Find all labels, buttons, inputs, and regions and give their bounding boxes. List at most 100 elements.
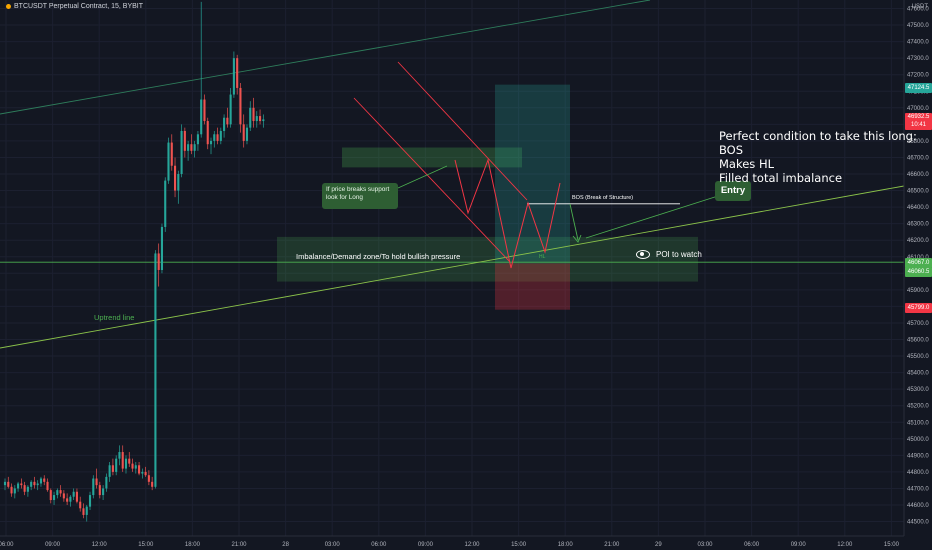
- loss-zone: [495, 263, 570, 310]
- candle-body: [131, 463, 134, 469]
- candle-body: [160, 226, 164, 270]
- x-tick-label: 09:00: [418, 542, 434, 548]
- x-tick-label: 06:00: [371, 542, 387, 548]
- uptrend-line: [0, 185, 905, 349]
- y-tick-label: 45700.0: [907, 321, 929, 327]
- candle-body: [43, 478, 46, 482]
- candle-body: [111, 465, 114, 472]
- candle-body: [252, 107, 255, 122]
- candle-body: [85, 506, 88, 515]
- x-tick-label: 09:00: [45, 542, 61, 548]
- x-tick-label: 15:00: [138, 542, 154, 548]
- x-tick-label: 12:00: [92, 542, 108, 548]
- price-badge-zone-top: 46067.0: [905, 258, 932, 268]
- resistance-line: [397, 61, 528, 201]
- y-tick-label: 46300.0: [907, 222, 929, 228]
- chart-header: BTCUSDT Perpetual Contract, 15, BYBIT: [6, 3, 143, 10]
- y-tick-label: 45000.0: [907, 437, 929, 443]
- y-tick-label: 44900.0: [907, 453, 929, 459]
- candle-body: [49, 490, 52, 501]
- candle-body: [102, 488, 105, 496]
- candle-body: [30, 481, 33, 487]
- candle-body: [79, 501, 82, 509]
- candle-body: [157, 253, 160, 270]
- y-tick-label: 46700.0: [907, 155, 929, 161]
- candle-body: [154, 253, 157, 487]
- bybit-dot-icon: [6, 3, 11, 9]
- x-tick-label: 09:00: [791, 542, 807, 548]
- y-tick-label: 47000.0: [907, 106, 929, 112]
- candle-body: [7, 481, 10, 487]
- x-tick-label: 18:00: [185, 542, 201, 548]
- entry-arrow-head: [572, 234, 582, 243]
- candle-body: [259, 116, 262, 122]
- candle-body: [20, 483, 23, 486]
- candle-body: [249, 107, 252, 128]
- countdown: 10:41: [910, 122, 926, 128]
- candle-body: [134, 465, 137, 469]
- candle-body: [209, 140, 213, 145]
- candle-body: [72, 491, 75, 497]
- candle-body: [82, 508, 85, 515]
- candle-body: [226, 117, 229, 125]
- hl-label: HL: [539, 254, 546, 260]
- uptrend-label: Uptrend line: [94, 313, 135, 322]
- candle-body: [39, 478, 43, 484]
- y-tick-label: 44700.0: [907, 486, 929, 492]
- y-tick-label: 46400.0: [907, 205, 929, 211]
- x-tick-label: 03:00: [697, 542, 713, 548]
- candle-body: [69, 496, 72, 502]
- y-tick-label: 45900.0: [907, 288, 929, 294]
- candle-body: [88, 495, 92, 507]
- candle-body: [66, 498, 69, 502]
- price-badge-last: 46932.5 10:41: [905, 113, 932, 130]
- candle-body: [200, 99, 203, 135]
- candle-body: [190, 144, 193, 151]
- candle-body: [124, 458, 128, 469]
- y-tick-label: 44500.0: [907, 520, 929, 526]
- candle-body: [147, 475, 150, 482]
- entry-label: Entry: [715, 181, 751, 201]
- candle-body: [138, 465, 141, 474]
- entry-pointer: [585, 195, 719, 239]
- candle-body: [105, 476, 108, 489]
- candle-body: [229, 94, 232, 125]
- x-tick-label: 21:00: [231, 542, 247, 548]
- projected-path: [454, 158, 561, 269]
- y-tick-label: 46800.0: [907, 139, 929, 145]
- demand-zone: [277, 236, 698, 282]
- x-tick-label: 18:00: [558, 542, 574, 548]
- candle-body: [98, 485, 101, 496]
- y-tick-label: 46100.0: [907, 255, 929, 261]
- candle-body: [236, 58, 239, 88]
- candle-body: [118, 452, 121, 459]
- y-tick-label: 45300.0: [907, 387, 929, 393]
- eye-icon: [636, 250, 650, 260]
- y-tick-label: 45100.0: [907, 420, 929, 426]
- y-tick-label: 46200.0: [907, 238, 929, 244]
- currency-label: USDT: [911, 4, 928, 10]
- conditions-line: Filled total imbalance: [719, 171, 843, 185]
- candle-body: [10, 486, 13, 494]
- profit-zone: [495, 84, 570, 264]
- y-tick-label: 47400.0: [907, 40, 929, 46]
- candle-body: [193, 144, 196, 151]
- candle-body: [216, 134, 219, 141]
- y-tick-label: 46500.0: [907, 189, 929, 195]
- price-badge-stop: 45799.0: [905, 303, 932, 313]
- candle-body: [239, 87, 242, 125]
- candle-body: [206, 121, 209, 145]
- y-tick-label: 47200.0: [907, 73, 929, 79]
- price-badge-zone-bottom: 46060.5: [905, 267, 932, 277]
- x-tick-label: 12:00: [837, 542, 853, 548]
- candle-body: [223, 117, 226, 131]
- candle-body: [36, 483, 39, 486]
- candle-body: [167, 142, 170, 181]
- price-badge-target: 47124.5: [905, 83, 932, 93]
- candle-body: [26, 486, 29, 492]
- candle-body: [180, 130, 183, 174]
- x-tick-label: 06:00: [0, 542, 14, 548]
- x-tick-label: 06:00: [744, 542, 760, 548]
- candle-body: [75, 491, 78, 502]
